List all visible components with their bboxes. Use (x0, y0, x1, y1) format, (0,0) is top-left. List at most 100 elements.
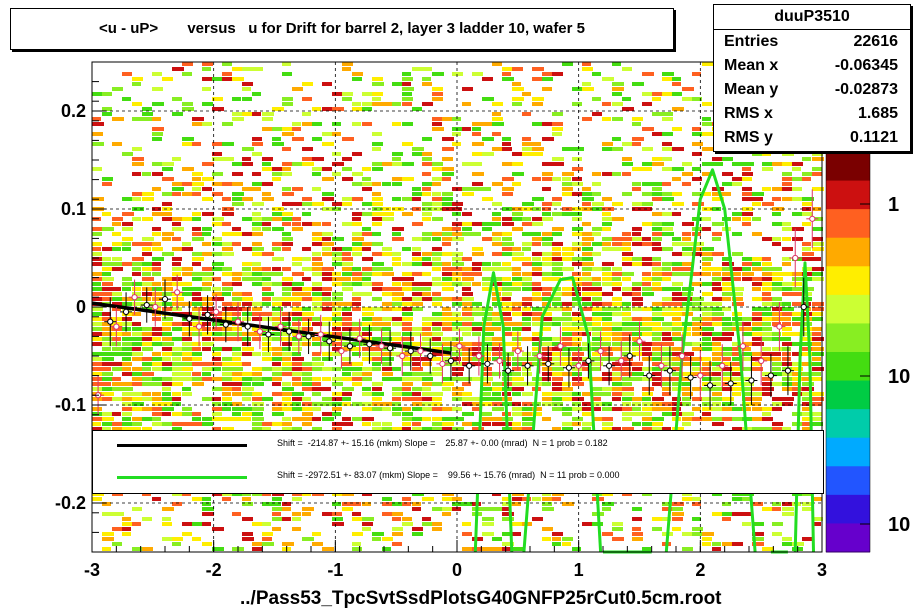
density-cell (102, 347, 111, 351)
density-cell (462, 287, 471, 291)
pink-point (792, 254, 799, 262)
density-cell (492, 547, 502, 551)
density-cell (732, 497, 742, 501)
density-cell (522, 272, 533, 276)
density-cell (772, 337, 782, 341)
density-cell (92, 122, 104, 126)
density-cell (392, 412, 401, 416)
density-cell (362, 332, 372, 336)
density-cell (112, 87, 123, 91)
density-cell (762, 337, 774, 341)
density-cell (342, 167, 352, 171)
density-cell (772, 362, 782, 366)
density-cell (662, 112, 673, 116)
density-cell (292, 227, 303, 231)
density-cell (632, 422, 641, 426)
density-cell (252, 367, 262, 371)
density-cell (592, 397, 601, 401)
density-cell (112, 542, 122, 546)
density-cell (432, 232, 444, 236)
density-cell (752, 202, 761, 206)
density-cell (742, 277, 753, 281)
density-cell (352, 217, 361, 221)
density-cell (132, 427, 141, 431)
density-cell (112, 232, 121, 236)
density-cell (332, 237, 344, 241)
density-cell (372, 142, 383, 146)
density-cell (172, 282, 184, 286)
density-cell (282, 322, 291, 326)
density-cell (622, 427, 634, 431)
density-cell (512, 427, 523, 431)
density-cell (812, 377, 822, 381)
density-cell (552, 277, 561, 281)
density-cell (412, 402, 424, 406)
density-cell (432, 342, 444, 346)
density-cell (362, 202, 374, 206)
density-cell (202, 277, 213, 281)
density-cell (612, 387, 624, 391)
density-cell (282, 332, 291, 336)
density-cell (352, 77, 362, 81)
density-cell (802, 212, 813, 216)
density-cell (412, 427, 422, 431)
density-cell (532, 257, 541, 261)
density-cell (672, 242, 683, 246)
density-cell (372, 207, 384, 211)
density-cell (572, 417, 583, 421)
density-cell (622, 382, 632, 386)
density-cell (552, 112, 563, 116)
density-cell (152, 402, 163, 406)
density-cell (242, 157, 251, 161)
density-cell (562, 322, 572, 326)
density-cell (442, 202, 454, 206)
density-cell (532, 267, 542, 271)
density-cell (562, 397, 572, 401)
density-cell (332, 367, 341, 371)
density-cell (542, 277, 553, 281)
density-cell (672, 347, 683, 351)
density-cell (802, 177, 811, 181)
density-cell (582, 287, 594, 291)
density-cell (502, 502, 513, 506)
density-cell (342, 197, 352, 201)
density-cell (742, 217, 751, 221)
density-cell (242, 292, 252, 296)
density-cell (422, 157, 432, 161)
density-cell (602, 237, 614, 241)
density-cell (322, 402, 334, 406)
density-cell (202, 242, 211, 246)
density-cell (372, 422, 381, 426)
density-cell (112, 362, 122, 366)
density-cell (382, 362, 392, 366)
density-cell (802, 397, 812, 401)
density-cell (592, 322, 601, 326)
density-cell (92, 292, 103, 296)
density-cell (382, 267, 393, 271)
density-cell (542, 382, 551, 386)
density-cell (712, 547, 721, 551)
density-cell (572, 332, 584, 336)
density-cell (452, 252, 463, 256)
density-cell (422, 317, 433, 321)
density-cell (552, 357, 564, 361)
density-cell (292, 407, 303, 411)
density-cell (552, 307, 564, 311)
density-cell (702, 217, 711, 221)
density-cell (232, 302, 241, 306)
density-cell (642, 242, 653, 246)
density-cell (132, 397, 144, 401)
density-cell (342, 417, 351, 421)
density-cell (432, 207, 443, 211)
density-cell (252, 312, 262, 316)
density-cell (702, 117, 711, 121)
density-cell (632, 202, 644, 206)
density-cell (762, 262, 772, 266)
density-cell (492, 277, 504, 281)
density-cell (362, 242, 374, 246)
density-cell (172, 537, 183, 541)
density-cell (722, 287, 732, 291)
density-cell (242, 502, 253, 506)
pink-point (758, 357, 765, 364)
density-cell (242, 407, 252, 411)
